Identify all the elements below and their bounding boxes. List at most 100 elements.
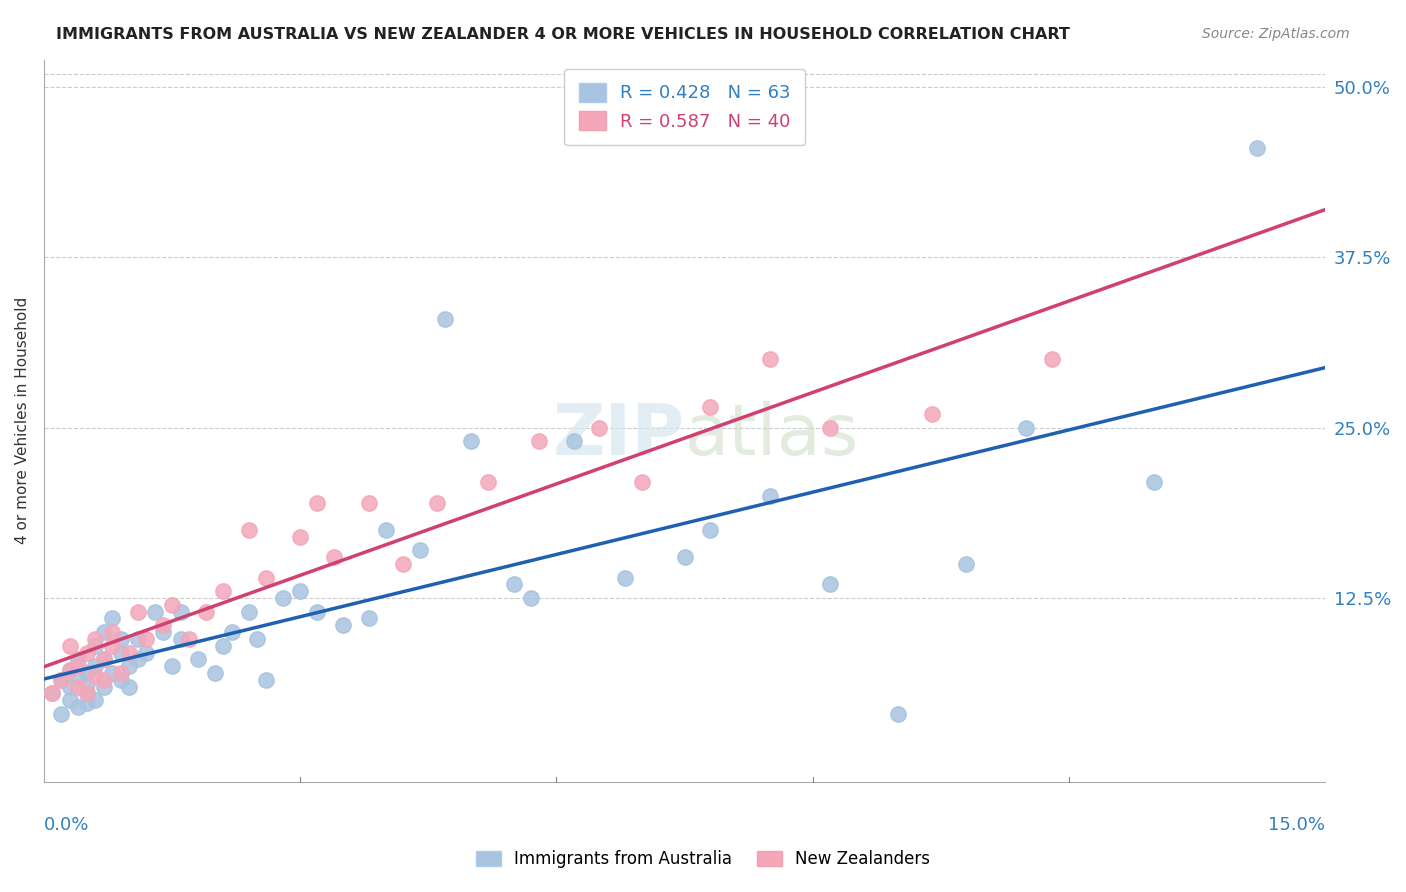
Point <box>391 557 413 571</box>
Point <box>529 434 551 449</box>
Point <box>477 475 499 490</box>
Point <box>307 605 329 619</box>
Point <box>246 632 269 646</box>
Point <box>58 693 80 707</box>
Point <box>110 665 132 680</box>
Point <box>93 652 115 666</box>
Point <box>460 434 482 449</box>
Point <box>955 557 977 571</box>
Point <box>212 639 235 653</box>
Point <box>520 591 543 605</box>
Point <box>588 420 610 434</box>
Point <box>631 475 654 490</box>
Point <box>357 611 380 625</box>
Point <box>562 434 585 449</box>
Point <box>110 673 132 687</box>
Point <box>76 686 98 700</box>
Point <box>332 618 354 632</box>
Point <box>160 598 183 612</box>
Point <box>357 495 380 509</box>
Point <box>502 577 524 591</box>
Point <box>67 652 90 666</box>
Point <box>41 686 63 700</box>
Text: 0.0%: 0.0% <box>44 816 89 834</box>
Point <box>759 489 782 503</box>
Point <box>49 673 72 687</box>
Point <box>67 700 90 714</box>
Point <box>41 686 63 700</box>
Point <box>160 659 183 673</box>
Point <box>699 523 721 537</box>
Text: 15.0%: 15.0% <box>1268 816 1326 834</box>
Point <box>101 611 124 625</box>
Point <box>699 400 721 414</box>
Text: Source: ZipAtlas.com: Source: ZipAtlas.com <box>1202 27 1350 41</box>
Point <box>921 407 943 421</box>
Text: atlas: atlas <box>685 401 859 470</box>
Point <box>127 605 149 619</box>
Point <box>118 680 141 694</box>
Point <box>254 570 277 584</box>
Point <box>101 665 124 680</box>
Point <box>93 680 115 694</box>
Point <box>93 652 115 666</box>
Point <box>195 605 218 619</box>
Point <box>1246 141 1268 155</box>
Point <box>1040 352 1063 367</box>
Point <box>84 693 107 707</box>
Point <box>288 530 311 544</box>
Point <box>67 680 90 694</box>
Text: IMMIGRANTS FROM AUSTRALIA VS NEW ZEALANDER 4 OR MORE VEHICLES IN HOUSEHOLD CORRE: IMMIGRANTS FROM AUSTRALIA VS NEW ZEALAND… <box>56 27 1070 42</box>
Point <box>93 625 115 640</box>
Point <box>67 668 90 682</box>
Point <box>49 706 72 721</box>
Point <box>58 680 80 694</box>
Point <box>307 495 329 509</box>
Point <box>613 570 636 584</box>
Point <box>76 665 98 680</box>
Point <box>212 584 235 599</box>
Point <box>204 665 226 680</box>
Legend: Immigrants from Australia, New Zealanders: Immigrants from Australia, New Zealander… <box>470 844 936 875</box>
Point <box>127 652 149 666</box>
Point <box>759 352 782 367</box>
Point <box>84 639 107 653</box>
Point <box>127 632 149 646</box>
Point <box>818 577 841 591</box>
Point <box>58 663 80 677</box>
Point <box>101 639 124 653</box>
Point <box>152 618 174 632</box>
Point <box>67 659 90 673</box>
Point <box>1015 420 1038 434</box>
Text: ZIP: ZIP <box>553 401 685 470</box>
Legend: R = 0.428   N = 63, R = 0.587   N = 40: R = 0.428 N = 63, R = 0.587 N = 40 <box>564 69 806 145</box>
Point <box>187 652 209 666</box>
Point <box>110 632 132 646</box>
Point <box>135 632 157 646</box>
Point <box>169 605 191 619</box>
Point <box>84 668 107 682</box>
Point <box>84 659 107 673</box>
Point <box>818 420 841 434</box>
Point <box>76 646 98 660</box>
Y-axis label: 4 or more Vehicles in Household: 4 or more Vehicles in Household <box>15 297 30 544</box>
Point <box>58 663 80 677</box>
Point <box>118 646 141 660</box>
Point <box>152 625 174 640</box>
Point <box>118 659 141 673</box>
Point <box>84 632 107 646</box>
Point <box>409 543 432 558</box>
Point <box>238 605 260 619</box>
Point <box>1143 475 1166 490</box>
Point <box>110 646 132 660</box>
Point <box>323 550 346 565</box>
Point <box>434 311 457 326</box>
Point <box>93 673 115 687</box>
Point <box>76 686 98 700</box>
Point <box>76 696 98 710</box>
Point <box>101 625 124 640</box>
Point <box>169 632 191 646</box>
Point <box>76 677 98 691</box>
Point <box>254 673 277 687</box>
Point <box>49 673 72 687</box>
